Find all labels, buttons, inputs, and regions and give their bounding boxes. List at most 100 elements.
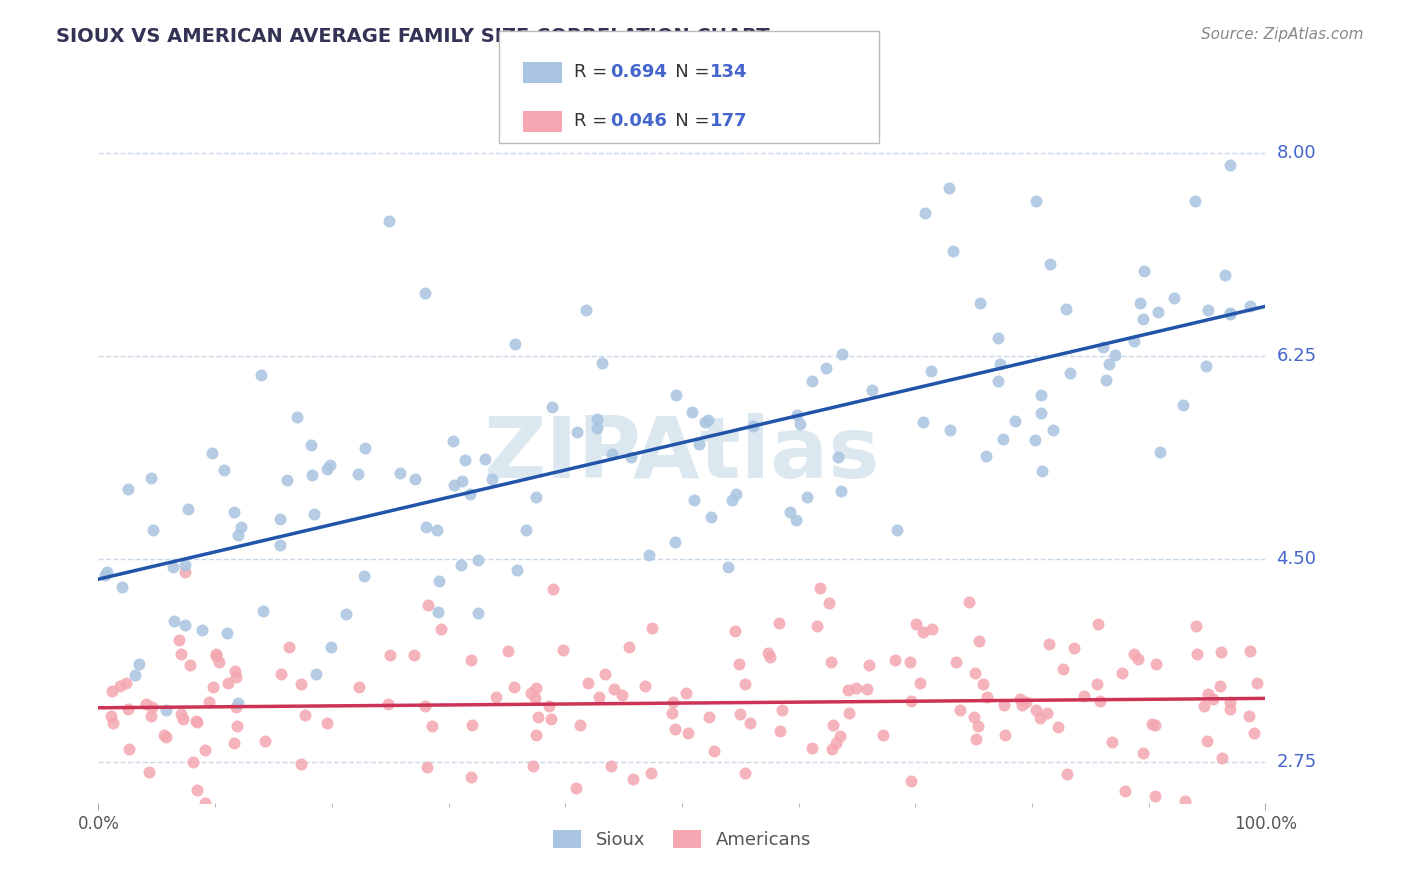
- Point: [524, 490, 547, 504]
- Point: [860, 383, 883, 397]
- Point: [742, 419, 765, 434]
- Point: [526, 710, 548, 724]
- Point: [828, 729, 851, 743]
- Point: [939, 423, 962, 437]
- Point: [458, 486, 481, 500]
- Text: SIOUX VS AMERICAN AVERAGE FAMILY SIZE CORRELATION CHART: SIOUX VS AMERICAN AVERAGE FAMILY SIZE CO…: [56, 27, 770, 45]
- Point: [201, 446, 224, 460]
- Point: [681, 405, 703, 419]
- Point: [138, 765, 160, 780]
- Point: [1243, 726, 1265, 740]
- Point: [215, 625, 238, 640]
- Point: [728, 657, 751, 671]
- Point: [224, 664, 246, 678]
- Text: R =: R =: [574, 112, 613, 130]
- Point: [824, 735, 846, 749]
- Point: [177, 501, 200, 516]
- Point: [1197, 687, 1219, 701]
- Point: [316, 716, 339, 731]
- Point: [585, 412, 607, 426]
- Point: [353, 568, 375, 582]
- Point: [900, 773, 922, 788]
- Point: [222, 505, 245, 519]
- Point: [912, 415, 935, 429]
- Point: [613, 842, 636, 856]
- Point: [965, 731, 987, 746]
- Point: [128, 657, 150, 671]
- Point: [683, 493, 706, 508]
- Point: [966, 719, 988, 733]
- Point: [576, 676, 599, 690]
- Point: [522, 758, 544, 772]
- Point: [845, 681, 868, 695]
- Point: [675, 686, 697, 700]
- Point: [537, 698, 560, 713]
- Point: [768, 615, 790, 630]
- Point: [1219, 158, 1241, 172]
- Point: [1098, 357, 1121, 371]
- Point: [226, 696, 249, 710]
- Point: [170, 707, 193, 722]
- Point: [443, 477, 465, 491]
- Point: [728, 707, 751, 722]
- Point: [938, 181, 960, 195]
- Point: [1123, 647, 1146, 661]
- Text: 4.50: 4.50: [1277, 550, 1316, 568]
- Point: [1046, 720, 1069, 734]
- Text: R =: R =: [574, 63, 613, 81]
- Point: [1031, 388, 1053, 402]
- Point: [205, 647, 228, 661]
- Point: [429, 622, 451, 636]
- Point: [1192, 699, 1215, 714]
- Point: [467, 552, 489, 566]
- Point: [974, 449, 997, 463]
- Point: [963, 665, 986, 680]
- Point: [1246, 675, 1268, 690]
- Point: [163, 615, 186, 629]
- Point: [174, 558, 197, 572]
- Point: [269, 538, 291, 552]
- Point: [1063, 641, 1085, 656]
- Point: [1197, 303, 1219, 318]
- Point: [226, 527, 249, 541]
- Point: [1052, 662, 1074, 676]
- Point: [621, 772, 644, 786]
- Point: [568, 718, 591, 732]
- Point: [1029, 711, 1052, 725]
- Text: N =: N =: [658, 112, 716, 130]
- Point: [1091, 340, 1114, 354]
- Point: [153, 728, 176, 742]
- Point: [1128, 651, 1150, 665]
- Point: [416, 760, 439, 774]
- Point: [416, 598, 439, 612]
- Point: [600, 447, 623, 461]
- Point: [413, 285, 436, 300]
- Point: [1104, 348, 1126, 362]
- Point: [1008, 691, 1031, 706]
- Point: [574, 302, 596, 317]
- Point: [1197, 734, 1219, 748]
- Point: [1144, 657, 1167, 671]
- Point: [321, 640, 343, 654]
- Point: [1133, 264, 1156, 278]
- Point: [994, 728, 1017, 742]
- Point: [415, 519, 437, 533]
- Point: [450, 558, 472, 573]
- Point: [817, 596, 839, 610]
- Point: [190, 624, 212, 638]
- Point: [1211, 751, 1233, 765]
- Text: N =: N =: [658, 63, 716, 81]
- Text: 8.00: 8.00: [1277, 145, 1316, 162]
- Point: [290, 677, 312, 691]
- Point: [170, 647, 193, 661]
- Point: [290, 757, 312, 772]
- Point: [541, 401, 564, 415]
- Point: [1073, 690, 1095, 704]
- Point: [801, 374, 824, 388]
- Point: [1036, 706, 1059, 720]
- Point: [700, 509, 723, 524]
- Point: [349, 681, 371, 695]
- Point: [785, 513, 807, 527]
- Point: [1149, 445, 1171, 459]
- Point: [1173, 399, 1195, 413]
